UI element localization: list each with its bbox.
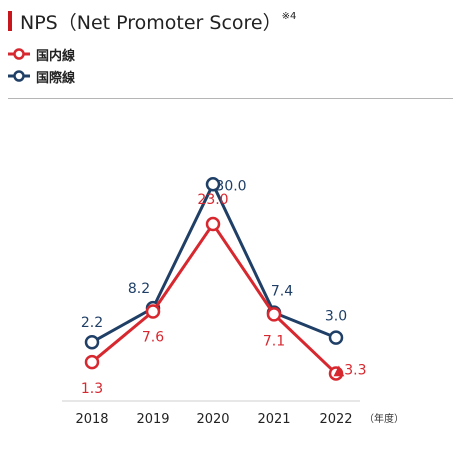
x-tick-label: 2018 (75, 412, 108, 427)
header-divider (8, 98, 453, 99)
data-label: 30.0 (215, 178, 246, 194)
legend-label-domestic: 国内線 (36, 48, 76, 64)
data-point (205, 216, 221, 232)
x-tick-label: 2021 (257, 412, 290, 427)
legend-item-international: 国際線 (8, 67, 76, 86)
legend-label-international: 国際線 (36, 70, 76, 86)
x-tick-label: 2020 (196, 412, 229, 427)
x-axis-unit: （年度） (364, 412, 404, 425)
data-label: 7.6 (142, 330, 164, 346)
legend-line-marker-icon (8, 48, 30, 60)
data-point (205, 177, 221, 192)
data-point (266, 307, 282, 322)
data-point (328, 330, 344, 345)
title-note: ※4 (281, 10, 297, 22)
data-label: ▲3.3 (333, 362, 366, 378)
data-label: 8.2 (128, 281, 150, 297)
data-point (84, 334, 100, 350)
data-label: 7.1 (263, 333, 285, 349)
data-label: 1.3 (81, 381, 103, 397)
data-label: 3.0 (325, 309, 347, 325)
title-accent-bar (8, 11, 12, 31)
legend-line-marker-icon (8, 70, 30, 82)
data-label: 23.0 (197, 192, 228, 208)
legend-item-domestic: 国内線 (8, 45, 76, 64)
data-label: 7.4 (271, 284, 293, 300)
x-tick-label: 2022 (319, 412, 352, 427)
data-label: 2.2 (81, 315, 103, 331)
chart-title: NPS（Net Promoter Score）※4 (20, 8, 296, 35)
x-tick-label: 2019 (136, 412, 169, 427)
title-text: NPS（Net Promoter Score） (20, 12, 282, 34)
data-point (145, 304, 161, 319)
data-point (328, 366, 344, 381)
series-line (91, 222, 338, 375)
data-point (84, 354, 100, 370)
